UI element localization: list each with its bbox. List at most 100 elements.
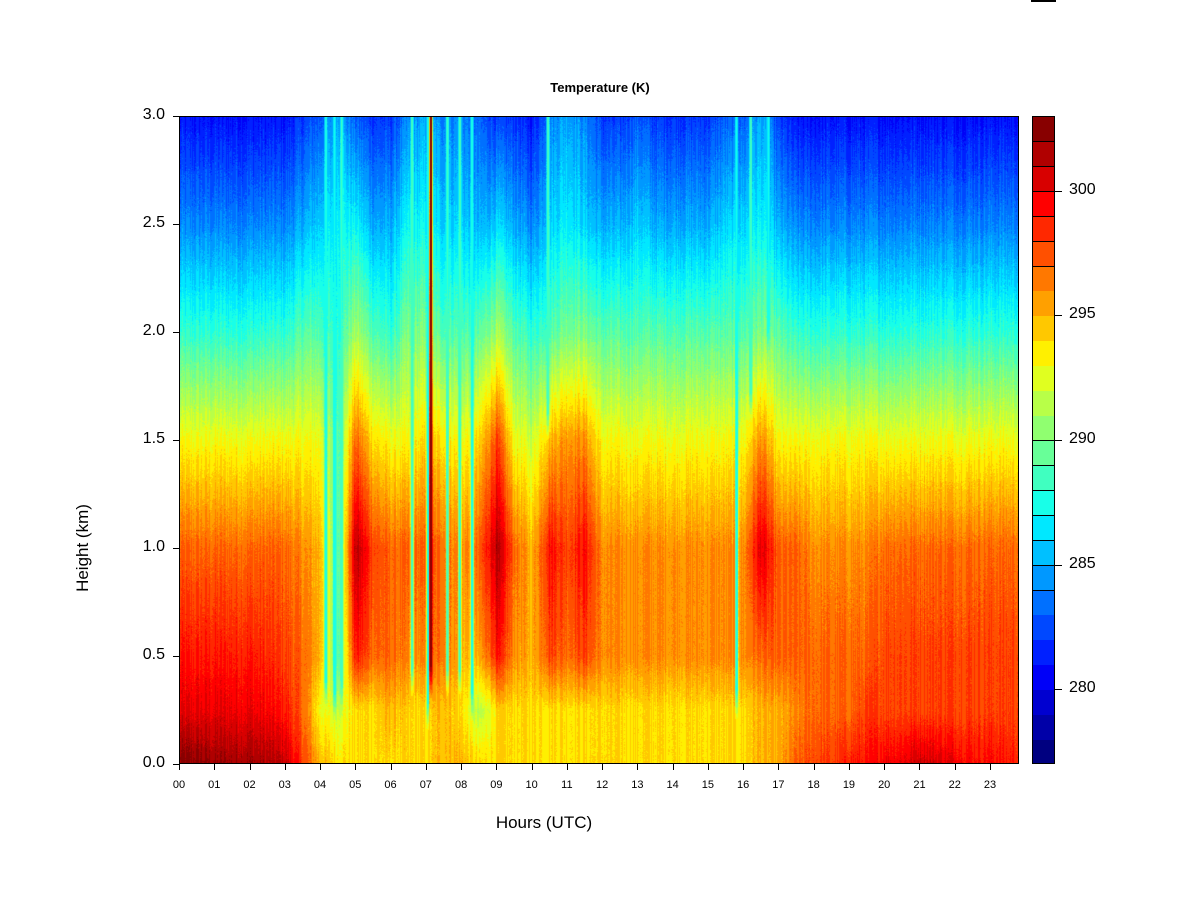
colorbar-band <box>1032 365 1055 391</box>
colorbar-band <box>1032 564 1055 591</box>
colorbar-band <box>1032 315 1055 341</box>
y-tick <box>173 332 179 333</box>
colorbar-band <box>1032 290 1055 316</box>
x-tick <box>284 764 286 770</box>
colorbar-tick-label: 290 <box>1069 430 1096 447</box>
x-tick-label: 13 <box>631 779 644 791</box>
x-tick <box>320 764 322 770</box>
heatmap-plot-area <box>179 116 1019 764</box>
x-tick-label: 00 <box>172 779 186 791</box>
x-tick <box>566 764 568 770</box>
colorbar-band <box>1032 415 1055 441</box>
x-tick-label: 12 <box>595 779 609 791</box>
x-tick <box>954 764 956 770</box>
colorbar-band <box>1032 116 1055 142</box>
y-tick <box>173 224 179 225</box>
x-tick-label: 15 <box>701 779 715 791</box>
colorbar-band <box>1032 464 1055 491</box>
chart-title: Temperature (K) <box>550 80 650 95</box>
x-tick <box>884 764 886 770</box>
x-tick-label: 08 <box>454 779 468 791</box>
colorbar-tick <box>1055 190 1062 192</box>
x-tick-label: 18 <box>807 779 820 791</box>
colorbar-band <box>1032 265 1055 291</box>
colorbar-band <box>1032 689 1055 715</box>
y-tick-label: 3.0 <box>142 106 165 123</box>
colorbar-band <box>1032 165 1055 192</box>
colorbar-band <box>1032 714 1055 740</box>
decorative-line <box>1031 0 1056 2</box>
x-tick-label: 11 <box>561 779 573 791</box>
x-tick <box>743 764 745 770</box>
x-tick <box>531 764 533 770</box>
y-tick-label: 0.0 <box>142 754 165 771</box>
colorbar-band <box>1032 140 1055 167</box>
x-tick <box>919 764 921 770</box>
y-tick <box>173 440 179 441</box>
x-tick <box>179 764 180 770</box>
x-tick-label: 14 <box>666 779 679 791</box>
colorbar-band <box>1032 190 1055 217</box>
colorbar-band <box>1032 440 1055 466</box>
x-tick-label: 17 <box>772 779 785 791</box>
colorbar-tick <box>1055 564 1062 566</box>
colorbar-tick-label: 300 <box>1069 180 1096 198</box>
x-tick <box>672 764 674 770</box>
y-tick-label: 0.5 <box>142 646 165 663</box>
x-tick <box>602 764 604 770</box>
colorbar-band <box>1032 489 1055 516</box>
x-tick <box>813 764 815 770</box>
colorbar-band <box>1032 539 1055 566</box>
colorbar-band <box>1032 739 1055 764</box>
x-tick <box>496 764 498 770</box>
x-tick-label: 06 <box>384 779 397 791</box>
x-tick <box>778 764 780 770</box>
colorbar-tick-label: 295 <box>1069 305 1096 323</box>
x-tick-label: 19 <box>842 779 856 791</box>
colorbar-band <box>1032 340 1055 366</box>
y-tick-label: 1.5 <box>142 430 165 447</box>
y-tick-label: 2.5 <box>142 214 165 231</box>
x-tick <box>637 764 639 770</box>
x-tick <box>707 764 709 770</box>
x-tick-label: 09 <box>490 779 503 791</box>
colorbar-band <box>1032 639 1055 665</box>
x-tick <box>425 764 427 770</box>
x-tick <box>214 764 216 770</box>
x-axis-label: Hours (UTC) <box>495 813 593 832</box>
x-tick-label: 02 <box>243 779 256 791</box>
x-tick-label: 10 <box>525 779 538 791</box>
x-tick <box>461 764 463 770</box>
colorbar-band <box>1032 614 1055 640</box>
colorbar-tick <box>1055 689 1062 691</box>
y-tick-label: 1.0 <box>142 538 165 555</box>
x-tick-label: 07 <box>419 779 432 791</box>
x-tick-label: 16 <box>737 779 750 791</box>
x-tick-label: 03 <box>278 779 291 791</box>
x-tick-label: 23 <box>983 779 997 791</box>
x-tick-label: 01 <box>208 779 221 791</box>
colorbar-band <box>1032 514 1055 541</box>
x-tick <box>390 764 392 770</box>
x-tick <box>848 764 850 770</box>
x-tick <box>355 764 357 770</box>
x-tick-label: 05 <box>349 779 362 791</box>
colorbar-band <box>1032 240 1055 267</box>
colorbar-tick-label: 280 <box>1069 679 1096 697</box>
y-tick <box>173 548 179 549</box>
colorbar-band <box>1032 589 1055 615</box>
colorbar-tick <box>1055 315 1062 317</box>
y-tick <box>173 116 179 117</box>
colorbar-tick <box>1055 440 1062 441</box>
x-tick <box>249 764 251 770</box>
x-tick <box>989 764 991 770</box>
x-tick-label: 20 <box>878 779 891 791</box>
y-tick-label: 2.0 <box>142 322 165 339</box>
colorbar-band <box>1032 390 1055 416</box>
colorbar-band <box>1032 215 1055 242</box>
colorbar-tick-label: 285 <box>1069 554 1096 572</box>
y-axis-label: Height (km) <box>73 504 92 592</box>
y-tick <box>173 764 179 765</box>
x-tick-label: 04 <box>313 779 327 791</box>
colorbar-band <box>1032 664 1055 690</box>
